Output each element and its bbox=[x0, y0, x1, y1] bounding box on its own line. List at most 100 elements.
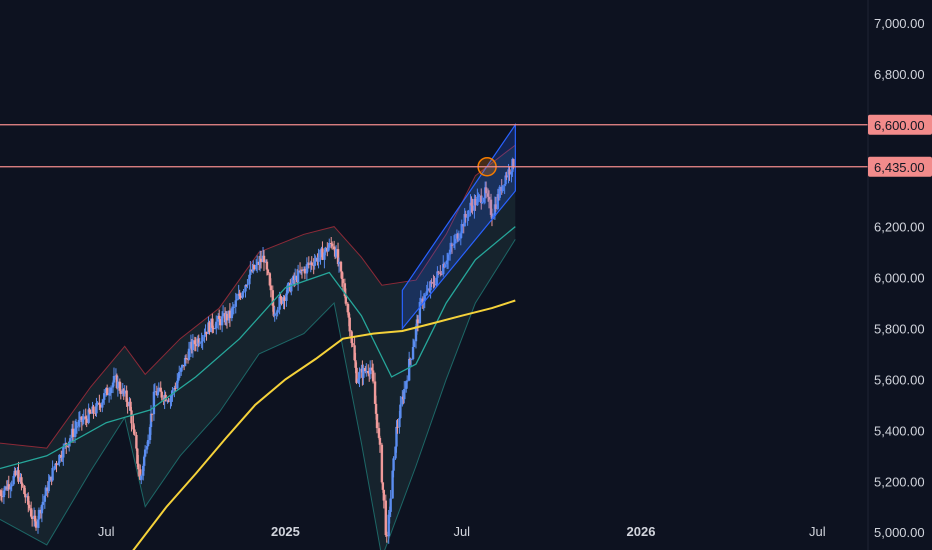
candle-body bbox=[68, 438, 72, 442]
candle-body bbox=[334, 249, 338, 257]
candle-body bbox=[21, 483, 24, 486]
candle-body bbox=[36, 519, 40, 528]
candle-body bbox=[159, 387, 162, 392]
candle-body bbox=[152, 391, 156, 415]
candle-body bbox=[10, 484, 13, 487]
candle-body bbox=[230, 308, 234, 319]
candle-body bbox=[253, 265, 256, 270]
candle-body bbox=[354, 360, 357, 368]
candle-body bbox=[478, 195, 481, 197]
candle-body bbox=[212, 327, 215, 329]
price-axis[interactable]: 6,600.00 6,435.00 7,000.00 6,800.00 6,200.00… bbox=[868, 16, 932, 540]
candle-body bbox=[268, 273, 272, 286]
candle-body bbox=[184, 358, 188, 360]
candle-body bbox=[249, 269, 252, 275]
candle-body bbox=[339, 261, 343, 272]
candle-body bbox=[396, 426, 399, 428]
candle-body bbox=[225, 313, 229, 321]
candle-body bbox=[99, 404, 102, 408]
plot-area[interactable] bbox=[0, 122, 868, 550]
candle-body bbox=[12, 475, 15, 485]
candle-body bbox=[439, 272, 442, 274]
candle-body bbox=[156, 391, 160, 396]
candle-body bbox=[179, 367, 183, 372]
candle-body bbox=[391, 470, 394, 499]
candle-body bbox=[272, 305, 275, 316]
candle-body bbox=[221, 313, 225, 317]
candle-body bbox=[37, 509, 41, 520]
price-level-tag[interactable] bbox=[868, 114, 932, 135]
candle-body bbox=[464, 213, 467, 218]
candle-body bbox=[398, 418, 401, 428]
x-tick-label: Jul bbox=[98, 524, 115, 539]
candle-body bbox=[135, 434, 138, 449]
candle-body bbox=[371, 370, 375, 382]
candle-body bbox=[201, 337, 204, 342]
candle-body bbox=[364, 367, 367, 372]
candle-body bbox=[505, 175, 508, 178]
candle-body bbox=[160, 391, 163, 398]
candle-body bbox=[432, 282, 435, 285]
candle-body bbox=[118, 381, 122, 391]
candle-body bbox=[357, 378, 360, 383]
candle-body bbox=[20, 477, 23, 484]
candle-body bbox=[444, 264, 447, 268]
candle-body bbox=[273, 313, 276, 316]
candle-body bbox=[471, 205, 474, 211]
candle-body bbox=[105, 388, 109, 396]
candle-body bbox=[384, 500, 387, 536]
candle-body bbox=[280, 297, 283, 304]
candle-body bbox=[503, 184, 506, 186]
price-level-tag[interactable] bbox=[868, 156, 932, 177]
candle-body bbox=[389, 498, 392, 512]
candle-body bbox=[367, 371, 370, 374]
candle-body bbox=[328, 243, 331, 248]
candle-body bbox=[269, 285, 273, 291]
candle-body bbox=[265, 261, 269, 270]
candle-body bbox=[92, 406, 95, 413]
candle-body bbox=[456, 233, 460, 241]
candle-body bbox=[28, 504, 31, 509]
candle-body bbox=[129, 401, 132, 411]
candle-body bbox=[88, 409, 91, 413]
candle-body bbox=[62, 446, 65, 458]
candle-body bbox=[508, 169, 511, 175]
x-tick-label: Jul bbox=[809, 524, 826, 539]
candle-body bbox=[174, 387, 177, 389]
candle-body bbox=[445, 260, 449, 265]
candle-body bbox=[321, 248, 324, 260]
candle-body bbox=[191, 340, 195, 351]
candle-body bbox=[486, 193, 490, 197]
candle-body bbox=[266, 269, 270, 274]
candle-body bbox=[173, 387, 176, 391]
candle-body bbox=[498, 186, 501, 198]
candle-body bbox=[137, 463, 140, 470]
time-axis[interactable]: Jul 2025 Jul 2026 Jul bbox=[98, 524, 826, 539]
candle-body bbox=[217, 315, 221, 319]
candle-body bbox=[145, 446, 149, 450]
y-tick-label: 5,000.00 bbox=[874, 525, 925, 540]
candle-body bbox=[374, 403, 378, 414]
candle-body bbox=[29, 508, 33, 517]
candle-body bbox=[276, 309, 279, 313]
candle-body bbox=[453, 238, 457, 244]
candle-body bbox=[313, 261, 316, 266]
candle-body bbox=[140, 475, 143, 480]
candle-body bbox=[148, 427, 152, 441]
candle-body bbox=[407, 358, 411, 381]
candle-body bbox=[501, 185, 504, 192]
candle-body bbox=[197, 338, 200, 344]
candle-body bbox=[248, 274, 251, 285]
candle-body bbox=[108, 393, 112, 395]
candle-body bbox=[71, 428, 75, 438]
x-tick-label: Jul bbox=[453, 524, 470, 539]
candle-body bbox=[111, 382, 115, 388]
candle-body bbox=[381, 482, 385, 490]
candle-body bbox=[429, 281, 432, 291]
candle-body bbox=[412, 341, 416, 348]
candle-body bbox=[47, 481, 50, 492]
candle-body bbox=[3, 486, 7, 491]
candle-body bbox=[310, 262, 313, 266]
candle-body bbox=[255, 261, 259, 265]
